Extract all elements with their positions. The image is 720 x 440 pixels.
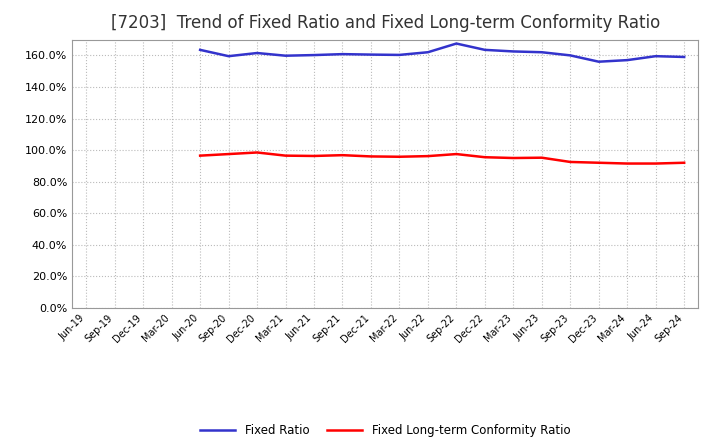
Line: Fixed Long-term Conformity Ratio: Fixed Long-term Conformity Ratio: [200, 153, 684, 164]
Fixed Long-term Conformity Ratio: [680, 160, 688, 165]
Fixed Long-term Conformity Ratio: [480, 154, 489, 160]
Fixed Long-term Conformity Ratio: [623, 161, 631, 166]
Fixed Ratio: [652, 54, 660, 59]
Fixed Ratio: [338, 51, 347, 57]
Fixed Long-term Conformity Ratio: [452, 151, 461, 157]
Title: [7203]  Trend of Fixed Ratio and Fixed Long-term Conformity Ratio: [7203] Trend of Fixed Ratio and Fixed Lo…: [111, 15, 660, 33]
Fixed Ratio: [253, 50, 261, 55]
Fixed Ratio: [480, 47, 489, 52]
Fixed Long-term Conformity Ratio: [595, 160, 603, 165]
Fixed Long-term Conformity Ratio: [566, 159, 575, 165]
Fixed Long-term Conformity Ratio: [253, 150, 261, 155]
Fixed Ratio: [395, 52, 404, 58]
Fixed Ratio: [310, 52, 318, 58]
Fixed Ratio: [196, 47, 204, 52]
Fixed Long-term Conformity Ratio: [652, 161, 660, 166]
Fixed Ratio: [595, 59, 603, 64]
Fixed Long-term Conformity Ratio: [338, 153, 347, 158]
Fixed Ratio: [680, 54, 688, 59]
Fixed Long-term Conformity Ratio: [395, 154, 404, 159]
Fixed Long-term Conformity Ratio: [196, 153, 204, 158]
Fixed Ratio: [623, 58, 631, 63]
Line: Fixed Ratio: Fixed Ratio: [200, 44, 684, 62]
Fixed Ratio: [423, 50, 432, 55]
Fixed Long-term Conformity Ratio: [282, 153, 290, 158]
Fixed Ratio: [225, 54, 233, 59]
Fixed Long-term Conformity Ratio: [225, 151, 233, 157]
Fixed Long-term Conformity Ratio: [423, 154, 432, 159]
Fixed Ratio: [452, 41, 461, 46]
Fixed Long-term Conformity Ratio: [366, 154, 375, 159]
Fixed Ratio: [509, 49, 518, 54]
Fixed Long-term Conformity Ratio: [537, 155, 546, 160]
Fixed Long-term Conformity Ratio: [509, 155, 518, 161]
Fixed Long-term Conformity Ratio: [310, 153, 318, 158]
Fixed Ratio: [566, 53, 575, 58]
Fixed Ratio: [366, 52, 375, 57]
Legend: Fixed Ratio, Fixed Long-term Conformity Ratio: Fixed Ratio, Fixed Long-term Conformity …: [195, 419, 575, 440]
Fixed Ratio: [282, 53, 290, 59]
Fixed Ratio: [537, 50, 546, 55]
